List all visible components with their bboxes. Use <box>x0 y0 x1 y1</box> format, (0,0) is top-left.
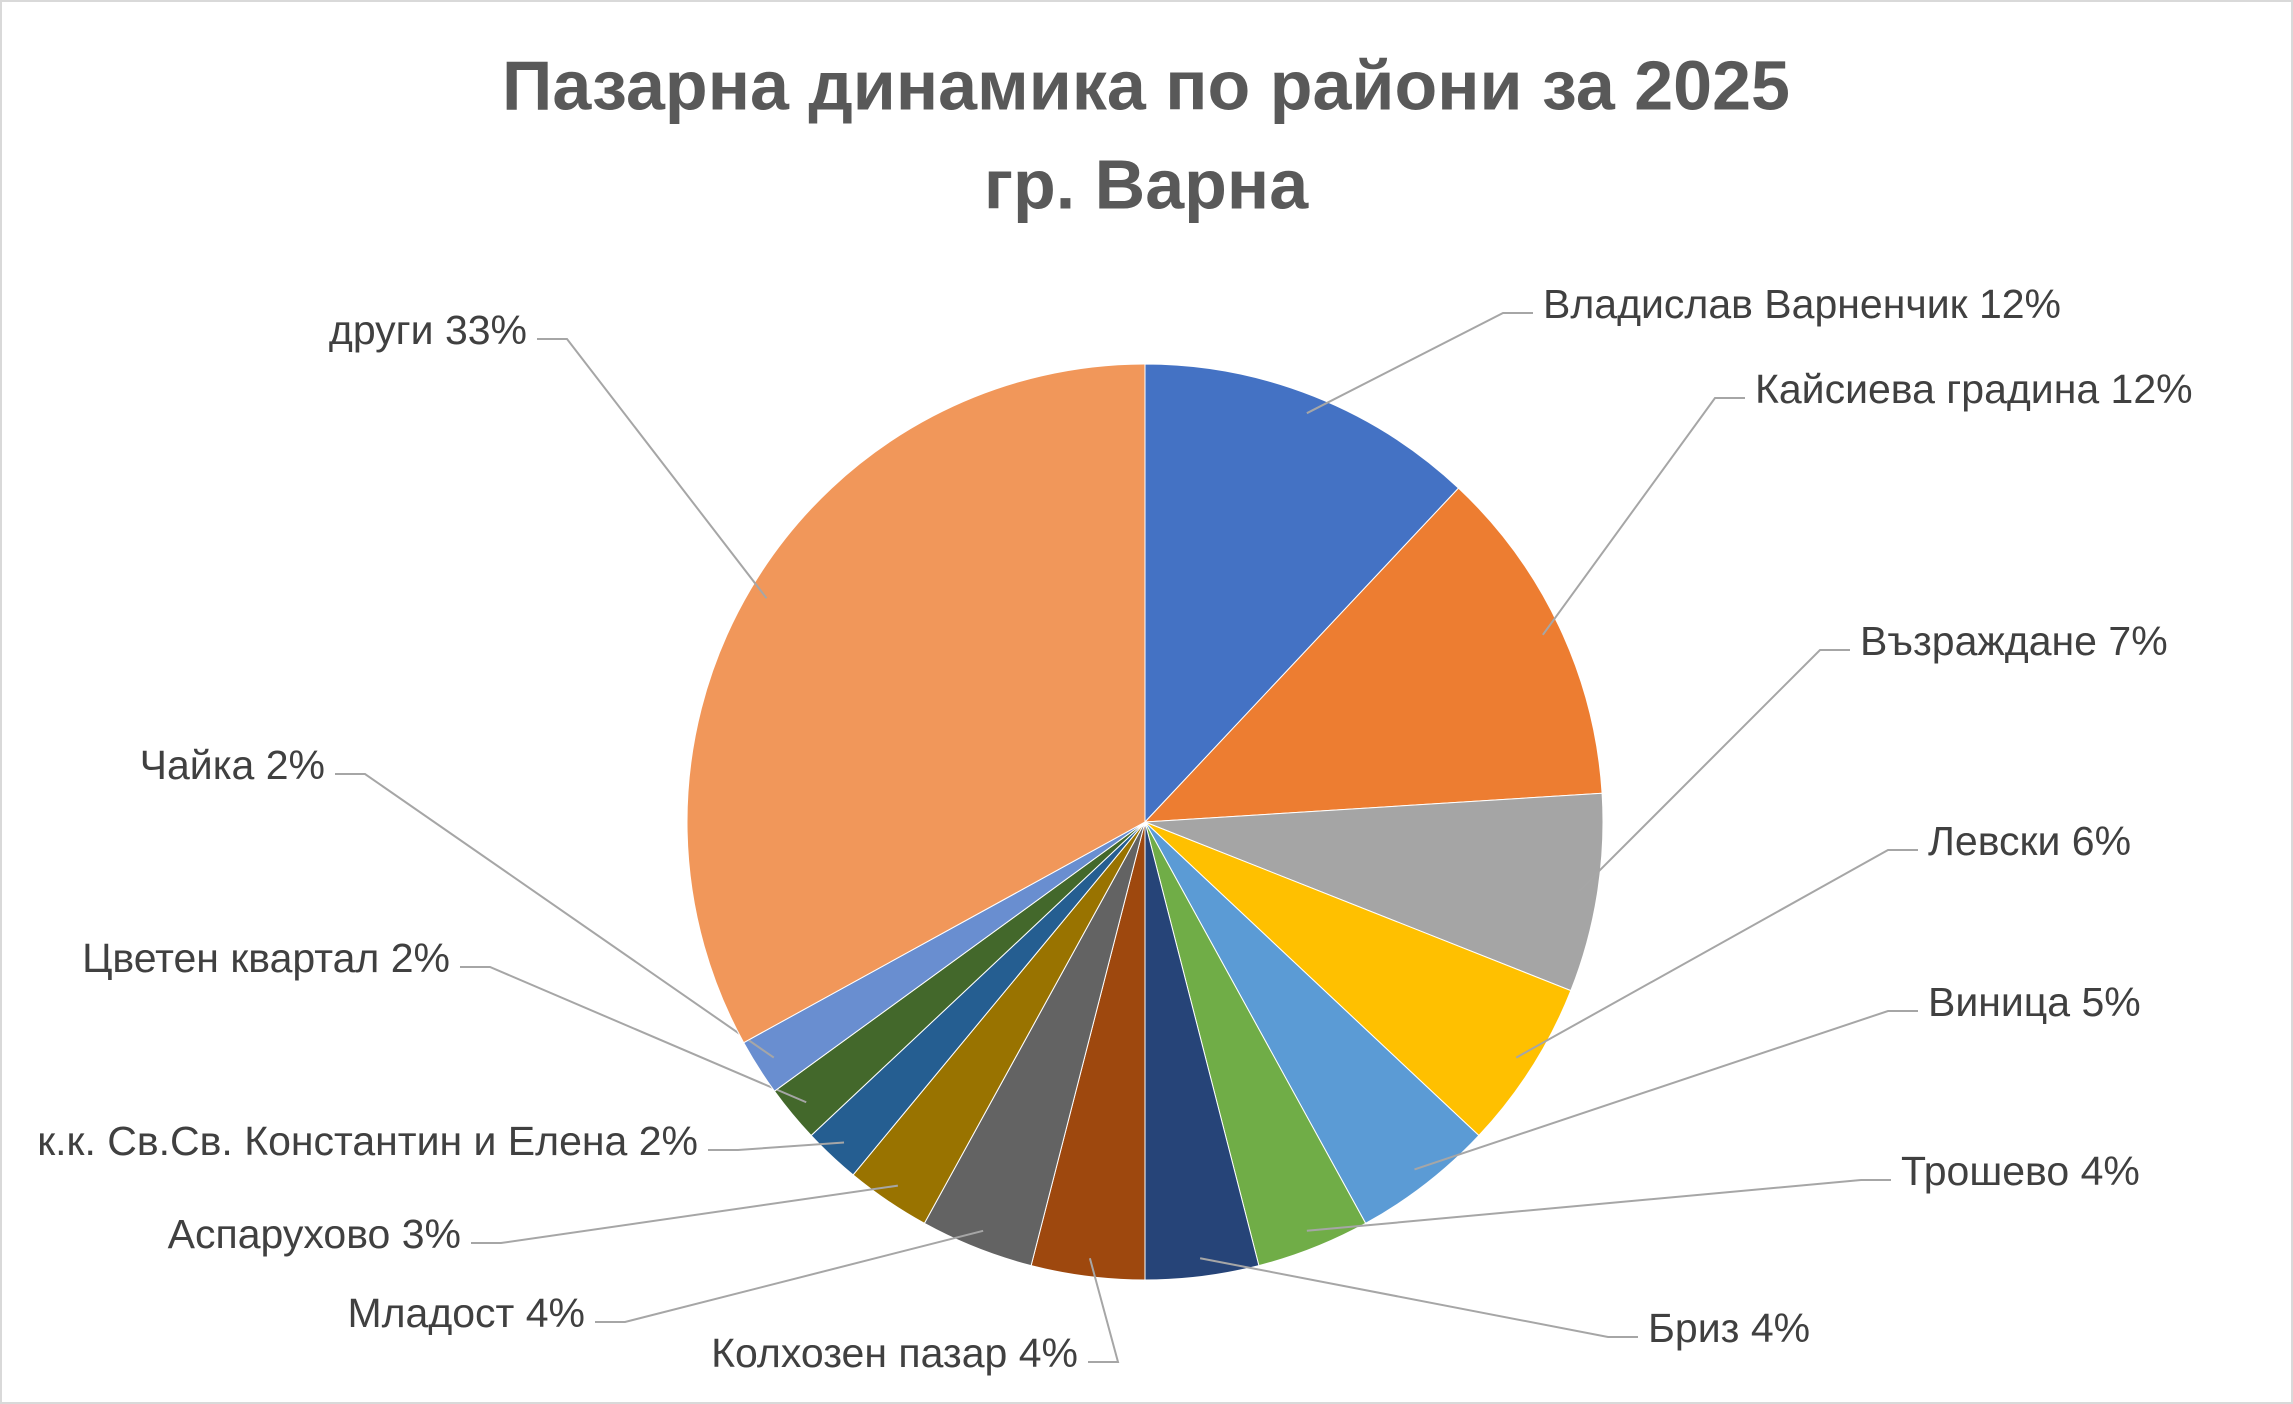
data-label: Бриз 4% <box>1648 1305 1810 1351</box>
label-value: 3% <box>402 1211 461 1257</box>
pie-slice <box>1144 821 1480 1225</box>
pie-slice <box>1144 363 1460 824</box>
label-category: Виница <box>1928 979 2070 1025</box>
label-category: Владислав Варненчик <box>1543 281 1969 327</box>
data-label: Трошево 4% <box>1901 1148 2140 1194</box>
leader-line <box>1199 1257 1638 1338</box>
label-value: 4% <box>1751 1305 1810 1351</box>
data-label: Чайка 2% <box>140 742 325 788</box>
leader-line <box>595 1229 984 1323</box>
data-label: Цветен квартал 2% <box>82 935 450 981</box>
pie-slice <box>686 363 1146 1044</box>
data-label: Левски 6% <box>1928 818 2131 864</box>
leader-line <box>335 773 775 1059</box>
label-value: 2% <box>391 935 450 981</box>
leader-line <box>1306 1179 1891 1232</box>
chart-title: Пазарна динамика по райони за 2025 <box>502 46 1790 124</box>
data-label: Владислав Варненчик 12% <box>1543 281 2061 327</box>
label-value: 2% <box>266 742 325 788</box>
leader-line <box>537 338 768 599</box>
data-label: к.к. Св.Св. Константин и Елена 2% <box>37 1118 698 1164</box>
leader-line <box>1088 1257 1120 1363</box>
pie-slice <box>1144 821 1572 1137</box>
data-label: Виница 5% <box>1928 979 2141 1025</box>
data-label: Младост 4% <box>347 1290 585 1336</box>
label-category: Младост <box>347 1290 514 1336</box>
leader-line <box>1578 649 1850 892</box>
label-value: 4% <box>526 1290 585 1336</box>
label-value: 12% <box>1979 281 2061 327</box>
pie-slice <box>1144 792 1604 992</box>
pie-slice <box>1143 487 1603 823</box>
data-label: Кайсиева градина 12% <box>1755 366 2193 412</box>
data-label: Колхозен пазар 4% <box>711 1330 1078 1376</box>
leader-line <box>1306 312 1533 415</box>
leader-line <box>471 1184 899 1244</box>
label-category: Левски <box>1928 818 2060 864</box>
label-value: 7% <box>2108 618 2167 664</box>
label-category: Чайка <box>140 742 255 788</box>
leader-line <box>1414 1010 1918 1171</box>
label-value: 5% <box>2082 979 2141 1025</box>
label-category: Трошево <box>1901 1148 2069 1194</box>
label-value: 4% <box>1019 1330 1078 1376</box>
leader-line <box>1542 397 1745 636</box>
label-value: 4% <box>2081 1148 2140 1194</box>
label-category: Бриз <box>1648 1305 1739 1351</box>
leader-line <box>460 966 807 1104</box>
label-category: Кайсиева градина <box>1755 366 2099 412</box>
data-label: Възраждане 7% <box>1860 618 2168 664</box>
leader-line <box>1515 849 1918 1059</box>
label-category: Аспарухово <box>168 1211 391 1257</box>
data-label: други 33% <box>329 307 527 353</box>
leader-line <box>708 1141 845 1151</box>
label-category: к.к. Св.Св. Константин и Елена <box>37 1118 627 1164</box>
label-category: Възраждане <box>1860 618 2097 664</box>
label-value: 6% <box>2072 818 2131 864</box>
label-category: Цветен квартал <box>82 935 379 981</box>
label-value: 2% <box>639 1118 698 1164</box>
chart-subtitle: гр. Варна <box>984 145 1309 223</box>
label-category: Колхозен пазар <box>711 1330 1007 1376</box>
label-category: други <box>329 307 434 353</box>
label-value: 33% <box>445 307 527 353</box>
label-value: 12% <box>2111 366 2193 412</box>
data-label: Аспарухово 3% <box>168 1211 461 1257</box>
